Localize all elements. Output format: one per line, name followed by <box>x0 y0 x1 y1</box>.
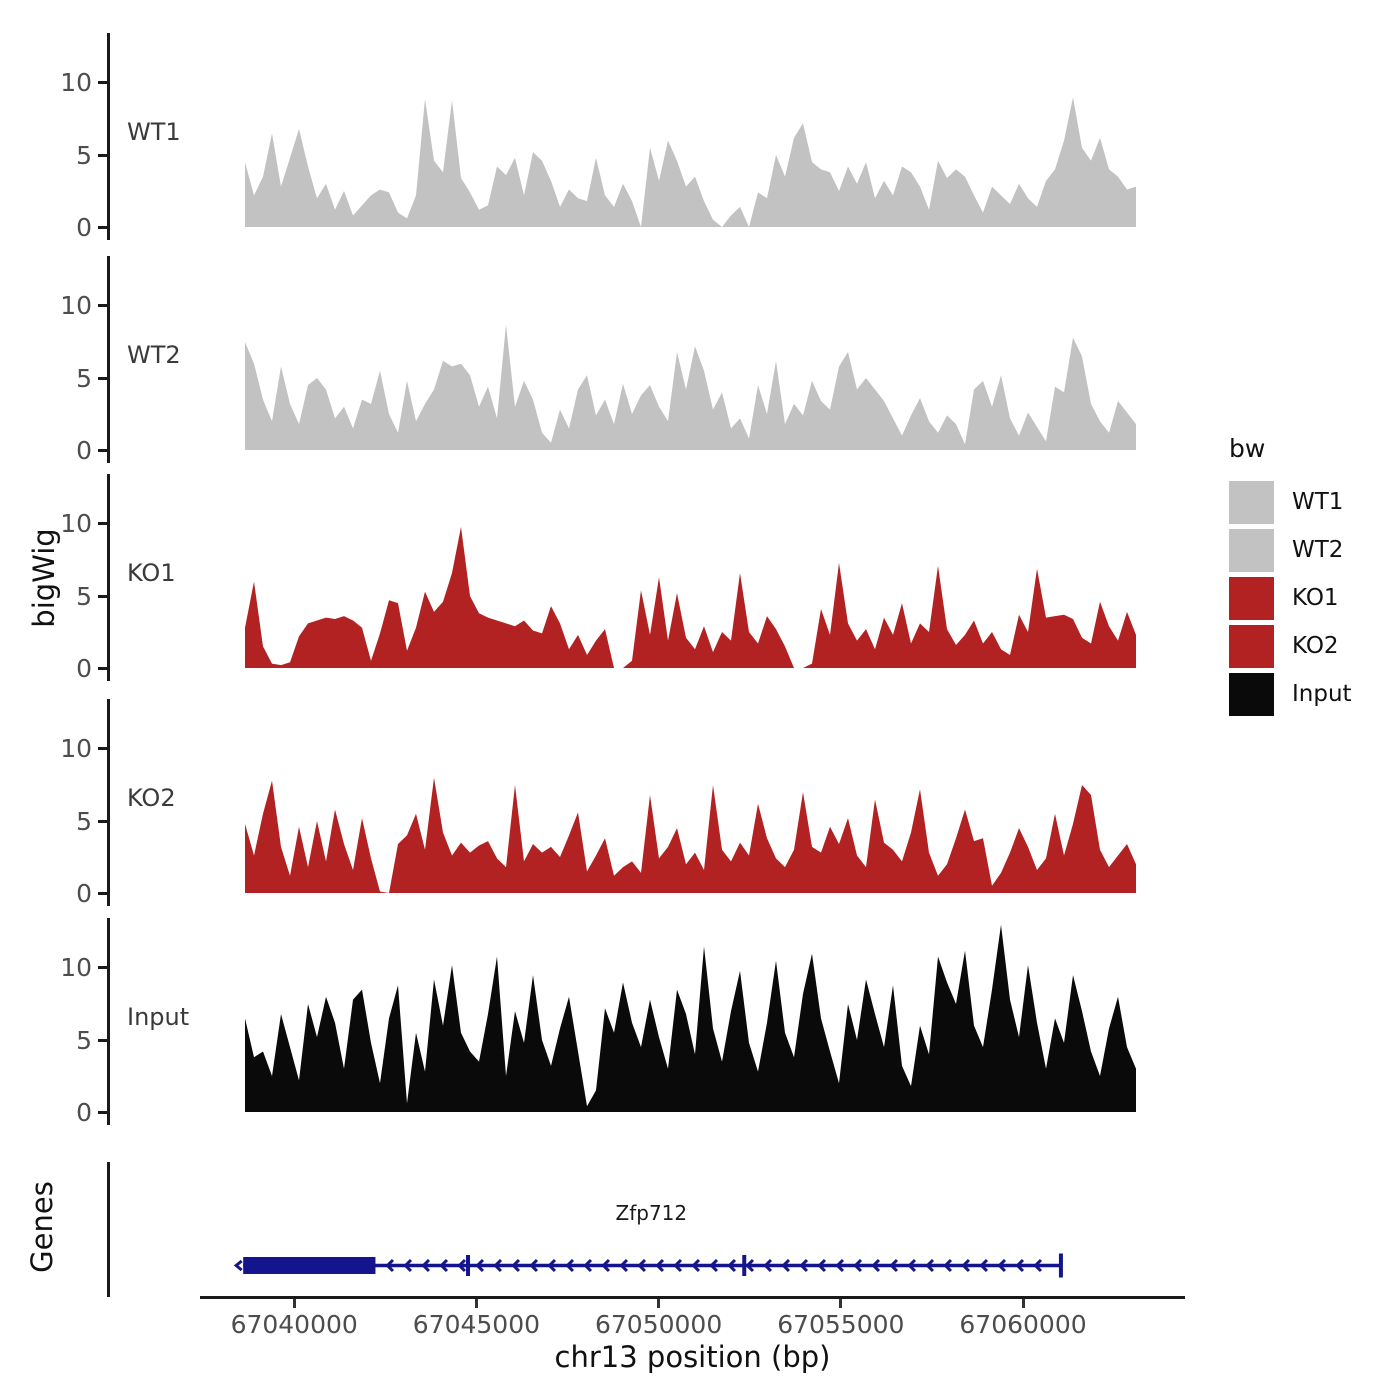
coverage-area-input <box>245 924 1136 1112</box>
genes-axis-line <box>107 1162 110 1297</box>
track-label-wt1: WT1 <box>127 118 181 146</box>
y-tick <box>98 376 107 380</box>
legend-items: WT1 WT2 KO1 KO2 Input <box>1229 479 1352 718</box>
x-tick-label: 67045000 <box>412 1310 541 1339</box>
coverage-area-ko2 <box>245 777 1136 893</box>
x-tick-label: 67060000 <box>959 1310 1087 1339</box>
x-tick <box>292 1299 296 1308</box>
gene-model-zfp712 <box>233 1253 1063 1278</box>
x-tick <box>839 1299 843 1308</box>
x-tick <box>1021 1299 1025 1308</box>
x-tick-label: 67050000 <box>594 1310 723 1339</box>
y-tick-label: 0 <box>76 879 92 908</box>
legend-item-ko1: KO1 <box>1229 575 1352 622</box>
legend-item-label: KO1 <box>1292 585 1339 611</box>
coverage-area-ko1 <box>245 526 1136 668</box>
y-tick-label: 5 <box>76 806 92 836</box>
legend-item-input: Input <box>1229 671 1352 718</box>
y-axis-line <box>107 699 110 906</box>
y-tick <box>98 304 107 308</box>
y-tick <box>98 449 107 452</box>
x-tick-label: 67055000 <box>777 1310 905 1339</box>
y-tick <box>98 153 107 157</box>
y-axis-line <box>107 33 110 240</box>
y-tick <box>98 1038 107 1042</box>
track-label-ko2: KO2 <box>127 784 176 812</box>
y-tick <box>98 747 107 751</box>
y-tick-label: 5 <box>76 581 92 611</box>
y-tick-label: 5 <box>76 1025 92 1055</box>
y-axis-line <box>107 256 110 463</box>
y-tick-label: 0 <box>76 1098 92 1127</box>
legend-item-wt1: WT1 <box>1229 479 1352 526</box>
x-tick <box>474 1299 478 1308</box>
y-tick-label: 5 <box>76 363 92 393</box>
y-tick-label: 10 <box>60 291 92 321</box>
y-axis-line <box>107 474 110 681</box>
y-tick <box>98 1111 107 1114</box>
y-axis-title: bigWig <box>27 528 61 628</box>
y-tick-label: 10 <box>60 509 92 539</box>
legend-key-swatch <box>1229 673 1274 716</box>
coverage-area-wt2 <box>245 324 1136 450</box>
y-tick-label: 10 <box>60 953 92 983</box>
gene-name-label: Zfp712 <box>615 1201 688 1225</box>
y-tick-label: 0 <box>76 654 92 683</box>
legend-item-label: KO2 <box>1292 633 1339 659</box>
y-tick <box>98 966 107 970</box>
y-tick-label: 10 <box>60 734 92 764</box>
y-tick <box>98 667 107 670</box>
y-tick <box>98 819 107 823</box>
legend: bw WT1 WT2 KO1 KO2 Input <box>1229 436 1352 719</box>
legend-item-label: WT2 <box>1292 537 1344 563</box>
y-tick-label: 0 <box>76 436 92 465</box>
track-label-input: Input <box>127 1003 190 1031</box>
y-tick-label: 0 <box>76 213 92 242</box>
y-axis-line <box>107 918 110 1125</box>
x-axis-line <box>200 1296 1185 1299</box>
y-tick <box>98 81 107 85</box>
y-tick <box>98 594 107 598</box>
coverage-area-wt1 <box>245 97 1136 227</box>
legend-key-swatch <box>1229 625 1274 668</box>
y-tick <box>98 522 107 526</box>
legend-key-swatch <box>1229 481 1274 524</box>
legend-item-ko2: KO2 <box>1229 623 1352 670</box>
legend-item-label: Input <box>1292 681 1352 707</box>
legend-key-swatch <box>1229 577 1274 620</box>
legend-title: bw <box>1229 434 1266 463</box>
track-label-ko1: KO1 <box>127 559 176 587</box>
y-tick-label: 10 <box>60 68 92 98</box>
y-tick <box>98 892 107 895</box>
legend-item-wt2: WT2 <box>1229 527 1352 574</box>
y-tick <box>98 226 107 229</box>
legend-key-swatch <box>1229 529 1274 572</box>
x-tick <box>657 1299 661 1308</box>
x-axis-title: chr13 position (bp) <box>554 1340 831 1374</box>
y-tick-label: 5 <box>76 140 92 170</box>
x-tick-label: 67040000 <box>230 1310 358 1339</box>
track-label-wt2: WT2 <box>127 341 181 369</box>
legend-item-label: WT1 <box>1292 489 1344 515</box>
